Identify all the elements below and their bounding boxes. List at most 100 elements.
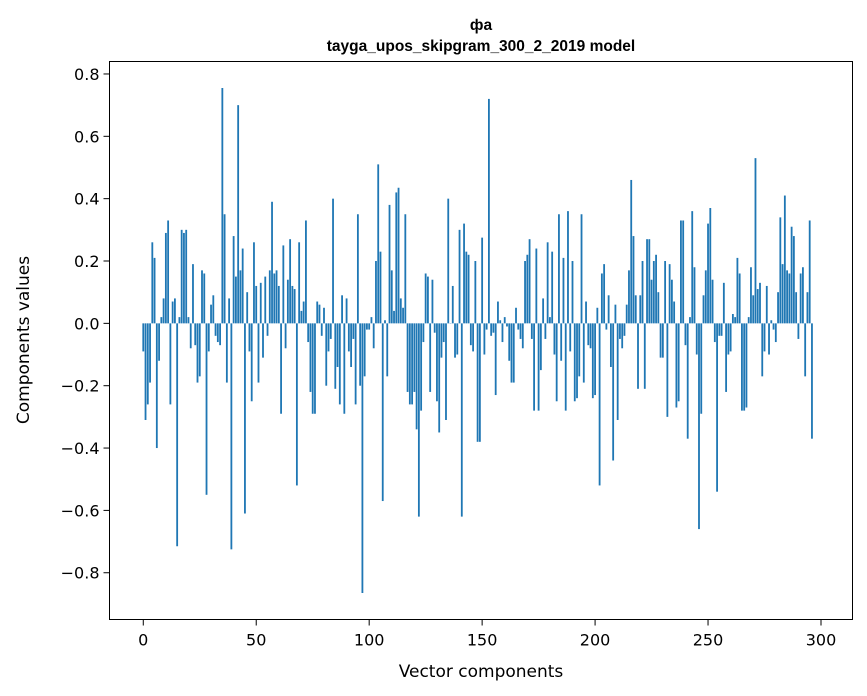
bar [607, 295, 610, 324]
bar [456, 323, 459, 355]
bar [415, 323, 418, 430]
bar [761, 323, 764, 377]
bar [670, 279, 673, 324]
bar [411, 323, 414, 405]
bar [216, 323, 219, 343]
bar [564, 323, 567, 411]
bar [158, 323, 160, 361]
bar [621, 323, 624, 349]
y-tick-label: −0.2 [61, 377, 100, 396]
bar [289, 239, 292, 324]
bar [628, 270, 630, 324]
bar [558, 214, 560, 324]
bar [485, 323, 488, 330]
bar [668, 264, 671, 324]
bar [390, 270, 393, 324]
bar [198, 323, 201, 377]
bar [431, 279, 434, 324]
bar [684, 323, 687, 346]
bar [637, 323, 639, 389]
bar [483, 323, 486, 355]
bar [802, 267, 804, 324]
bar [413, 323, 416, 392]
bar [530, 323, 533, 339]
y-tick-label: 0.6 [74, 127, 99, 146]
bar [429, 323, 432, 392]
bar [675, 323, 678, 408]
bar [659, 323, 662, 358]
bar [788, 273, 791, 324]
bar [745, 323, 748, 408]
bar [713, 323, 716, 343]
bar [639, 295, 642, 324]
bar [372, 323, 375, 349]
x-axis-ticks: 0 50 100 150 200 250 300 [138, 619, 836, 650]
bar [521, 323, 524, 349]
bar [454, 323, 456, 358]
x-tick-label: 150 [467, 631, 498, 650]
bar [539, 323, 542, 371]
bar [295, 323, 298, 486]
bar [375, 261, 377, 324]
bar [641, 261, 644, 324]
bar [707, 223, 709, 324]
bar [808, 220, 811, 324]
bar [738, 273, 741, 324]
bar [370, 317, 373, 324]
bar [555, 323, 558, 402]
bar [183, 232, 185, 324]
bar [616, 323, 619, 420]
bar [494, 323, 497, 396]
bar [155, 323, 158, 449]
bar [490, 323, 493, 336]
bar [508, 323, 511, 361]
chart-title: фа [470, 17, 493, 34]
bar [804, 323, 807, 377]
bar [578, 323, 581, 377]
bar [268, 270, 271, 324]
bar [632, 236, 635, 324]
bar [451, 285, 454, 324]
bar [537, 323, 540, 411]
bar [187, 317, 190, 324]
bar [689, 317, 691, 324]
bar [395, 192, 398, 324]
bar [774, 323, 777, 343]
bar [334, 323, 337, 389]
bar [223, 214, 226, 324]
y-tick-label: 0.4 [74, 190, 99, 209]
bar [469, 323, 472, 346]
bar [284, 323, 287, 349]
y-axis-ticks: −0.8 −0.6 −0.4 −0.2 0.0 0.2 0.4 0.6 0.8 [61, 65, 110, 583]
x-axis-label: Vector components [399, 662, 564, 682]
bar [205, 323, 208, 495]
bar [488, 98, 490, 324]
bar [589, 323, 592, 349]
bar [535, 248, 538, 324]
bar [442, 323, 445, 343]
bar [472, 323, 474, 352]
bar [447, 198, 450, 324]
bar [377, 164, 380, 324]
bar [630, 179, 633, 324]
bar [643, 323, 646, 389]
bar [481, 237, 484, 324]
bar [619, 323, 621, 339]
chart-subtitle: tayga_upos_skipgram_300_2_2019 model [327, 38, 635, 55]
bar [327, 323, 330, 352]
bar [458, 229, 461, 324]
bar [424, 273, 427, 324]
bar [718, 323, 721, 336]
bar [325, 323, 328, 386]
bar [239, 270, 242, 324]
bar [266, 323, 269, 336]
bar [506, 323, 508, 327]
bar [634, 295, 637, 324]
y-tick-label: −0.8 [61, 564, 100, 583]
bar [492, 323, 495, 333]
bar [248, 323, 251, 352]
bar [393, 310, 395, 324]
bar [280, 323, 282, 414]
bar [149, 323, 151, 383]
